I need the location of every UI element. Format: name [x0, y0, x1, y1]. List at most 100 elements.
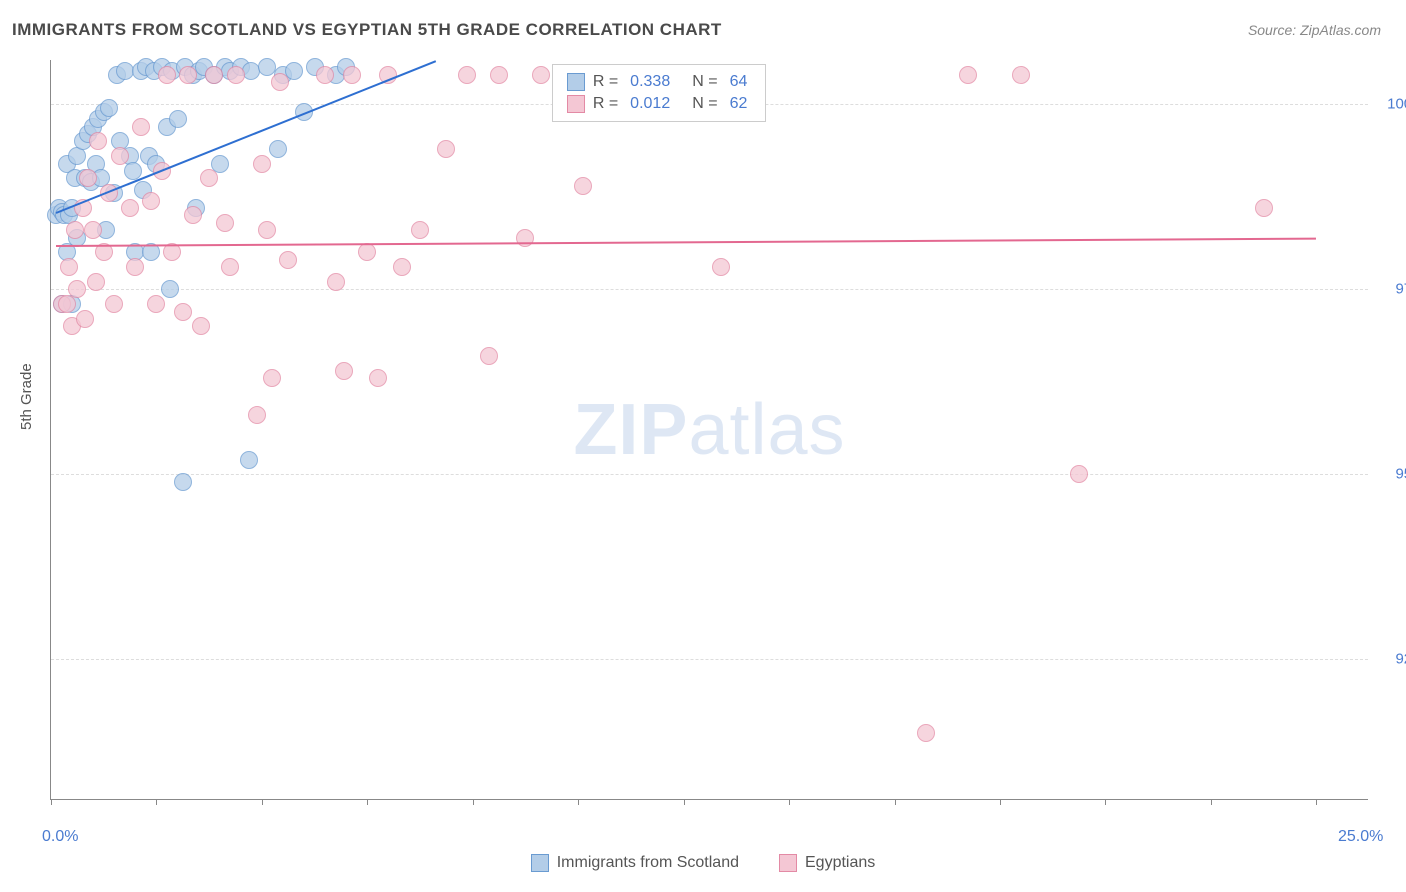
data-point — [111, 147, 129, 165]
data-point — [105, 295, 123, 313]
legend-swatch — [567, 73, 585, 91]
x-tick-label-max: 25.0% — [1338, 828, 1383, 846]
data-point — [532, 66, 550, 84]
data-point — [161, 280, 179, 298]
stats-legend: R = 0.338 N = 64 R = 0.012 N = 62 — [552, 64, 767, 122]
legend-n-value: 62 — [730, 95, 748, 113]
data-point — [169, 110, 187, 128]
data-point — [490, 66, 508, 84]
data-point — [66, 221, 84, 239]
data-point — [959, 66, 977, 84]
x-tick — [1000, 799, 1001, 805]
data-point — [68, 280, 86, 298]
gridline — [51, 474, 1368, 475]
data-point — [76, 310, 94, 328]
data-point — [240, 451, 258, 469]
x-tick — [684, 799, 685, 805]
data-point — [100, 99, 118, 117]
data-point — [574, 177, 592, 195]
gridline — [51, 289, 1368, 290]
data-point — [358, 243, 376, 261]
x-tick-label-min: 0.0% — [42, 828, 78, 846]
data-point — [411, 221, 429, 239]
x-tick — [1316, 799, 1317, 805]
legend-r-value: 0.338 — [630, 73, 670, 91]
data-point — [227, 66, 245, 84]
data-point — [192, 317, 210, 335]
chart-title: IMMIGRANTS FROM SCOTLAND VS EGYPTIAN 5TH… — [12, 20, 722, 40]
data-point — [917, 724, 935, 742]
data-point — [174, 303, 192, 321]
trend-line — [56, 238, 1316, 247]
x-tick — [1105, 799, 1106, 805]
legend-swatch — [779, 854, 797, 872]
y-tick-label: 100.0% — [1378, 96, 1406, 113]
data-point — [327, 273, 345, 291]
data-point — [200, 169, 218, 187]
data-point — [480, 347, 498, 365]
legend-n-label: N = — [692, 95, 717, 113]
data-point — [84, 221, 102, 239]
data-point — [458, 66, 476, 84]
bottom-legend-label: Immigrants from Scotland — [557, 854, 739, 872]
y-tick-label: 97.5% — [1378, 281, 1406, 298]
data-point — [269, 140, 287, 158]
gridline — [51, 659, 1368, 660]
data-point — [126, 258, 144, 276]
bottom-legend: Immigrants from Scotland Egyptians — [0, 854, 1406, 872]
data-point — [216, 214, 234, 232]
x-tick — [262, 799, 263, 805]
data-point — [205, 66, 223, 84]
y-axis-label: 5th Grade — [18, 363, 35, 430]
data-point — [1255, 199, 1273, 217]
data-point — [132, 118, 150, 136]
bottom-legend-item: Egyptians — [779, 854, 875, 872]
data-point — [712, 258, 730, 276]
legend-n-value: 64 — [730, 73, 748, 91]
data-point — [142, 192, 160, 210]
data-point — [316, 66, 334, 84]
data-point — [343, 66, 361, 84]
data-point — [393, 258, 411, 276]
legend-row: R = 0.012 N = 62 — [567, 93, 752, 115]
data-point — [60, 258, 78, 276]
x-tick — [789, 799, 790, 805]
x-tick — [156, 799, 157, 805]
legend-swatch — [567, 95, 585, 113]
source-label: Source: ZipAtlas.com — [1248, 22, 1381, 38]
x-tick — [367, 799, 368, 805]
data-point — [124, 162, 142, 180]
data-point — [89, 132, 107, 150]
data-point — [258, 221, 276, 239]
data-point — [253, 155, 271, 173]
data-point — [1012, 66, 1030, 84]
legend-r-label: R = — [593, 73, 618, 91]
legend-r-label: R = — [593, 95, 618, 113]
data-point — [248, 406, 266, 424]
plot-area: ZIPatlas 92.5%95.0%97.5%100.0%R =0.338N … — [50, 60, 1368, 800]
data-point — [174, 473, 192, 491]
data-point — [335, 362, 353, 380]
y-tick-label: 95.0% — [1378, 466, 1406, 483]
data-point — [58, 295, 76, 313]
data-point — [369, 369, 387, 387]
data-point — [1070, 465, 1088, 483]
x-tick — [1211, 799, 1212, 805]
bottom-legend-item: Immigrants from Scotland — [531, 854, 739, 872]
x-tick — [51, 799, 52, 805]
bottom-legend-label: Egyptians — [805, 854, 875, 872]
watermark: ZIPatlas — [573, 389, 845, 471]
data-point — [179, 66, 197, 84]
x-tick — [473, 799, 474, 805]
data-point — [184, 206, 202, 224]
data-point — [271, 73, 289, 91]
data-point — [279, 251, 297, 269]
data-point — [121, 199, 139, 217]
legend-swatch — [531, 854, 549, 872]
y-tick-label: 92.5% — [1378, 651, 1406, 668]
data-point — [263, 369, 281, 387]
legend-r-value: 0.012 — [630, 95, 670, 113]
data-point — [79, 169, 97, 187]
legend-n-label: N = — [692, 73, 717, 91]
x-tick — [895, 799, 896, 805]
